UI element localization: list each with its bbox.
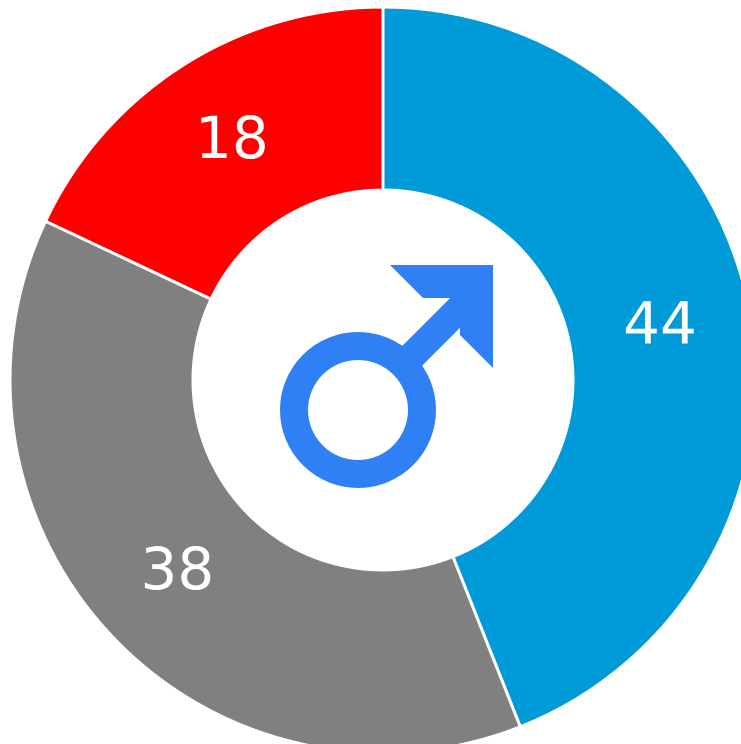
icon-ring — [280, 332, 436, 488]
data-label: 38 — [141, 535, 215, 603]
icon-arrow — [390, 265, 493, 368]
slice — [8, 219, 523, 744]
male-icon — [280, 265, 493, 488]
slice — [43, 5, 385, 302]
data-label: 44 — [623, 289, 697, 357]
data-label: 18 — [195, 104, 269, 172]
slices — [8, 5, 741, 744]
slice — [381, 5, 741, 729]
